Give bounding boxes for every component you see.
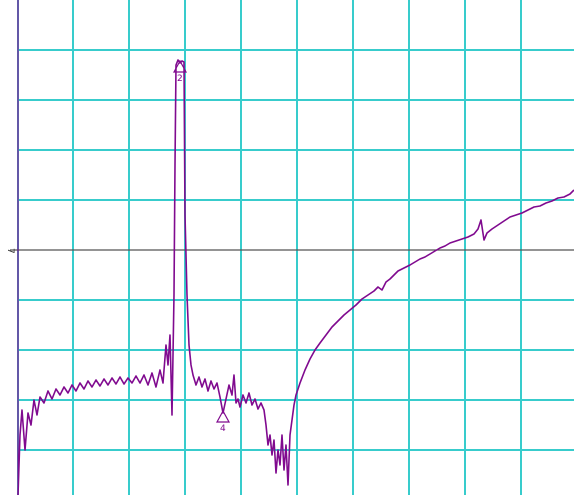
marker-triangle	[172, 59, 188, 73]
marker-triangle	[215, 409, 231, 423]
grid	[17, 0, 574, 495]
reference-level-label: 7	[5, 248, 15, 254]
marker-label: 2	[177, 74, 183, 84]
marker-label: 4	[220, 424, 226, 434]
spectrum-trace	[17, 59, 574, 495]
markers: 24	[172, 59, 231, 434]
